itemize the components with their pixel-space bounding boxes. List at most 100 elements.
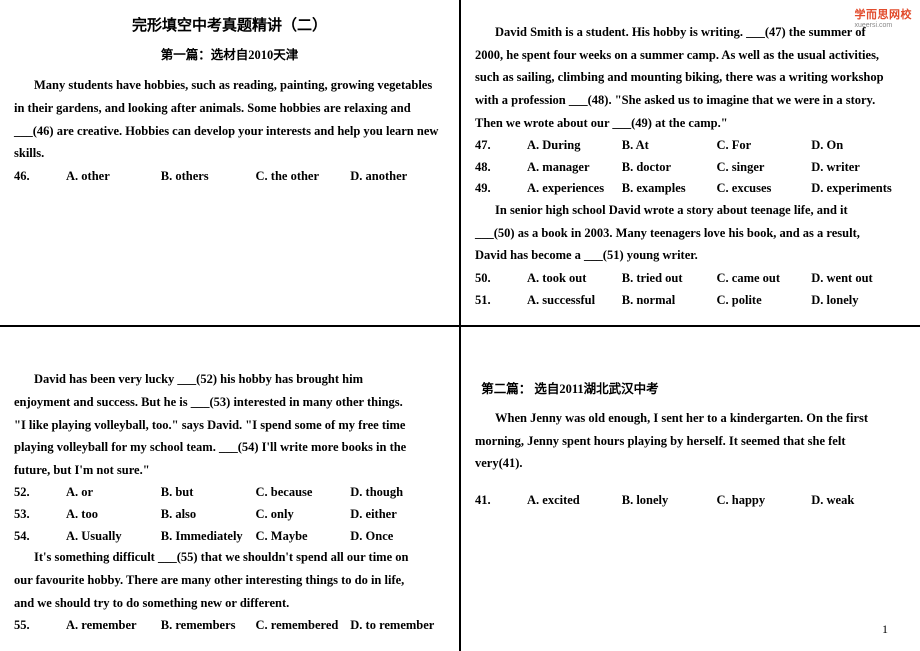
question-52: 52. A. or B. but C. because D. though [14,482,445,503]
q46-D: D. another [350,166,445,187]
q52-D: D. though [350,482,445,503]
q55-A: A. remember [66,615,161,636]
quadrant-top-right: David Smith is a student. His hobby is w… [460,0,920,326]
br-p1b: morning, Jenny spent hours playing by he… [475,431,906,452]
quadrant-bottom-left: David has been very lucky ___(52) his ho… [0,326,460,651]
bl-p1d: playing volleyball for my school team. _… [14,437,445,458]
q46-label: 46. [14,166,66,187]
question-48: 48. A. manager B. doctor C. singer D. wr… [475,157,906,178]
tr-p1a: David Smith is a student. His hobby is w… [475,22,906,43]
main-title: 完形填空中考真题精讲（二） [14,14,445,39]
q47-D: D. On [811,135,906,156]
q53-label: 53. [14,504,66,525]
q53-D: D. either [350,504,445,525]
q46-C: C. the other [256,166,351,187]
question-53: 53. A. too B. also C. only D. either [14,504,445,525]
q49-C: C. excuses [717,178,812,199]
tr-p1b: 2000, he spent four weeks on a summer ca… [475,45,906,66]
q49-A: A. experiences [527,178,622,199]
tr-p2a: In senior high school David wrote a stor… [475,200,906,221]
tr-p2b: ___(50) as a book in 2003. Many teenager… [475,223,906,244]
q46-B: B. others [161,166,256,187]
q48-D: D. writer [811,157,906,178]
passage1-line4: skills. [14,143,445,164]
bl-p2b: our favourite hobby. There are many othe… [14,570,445,591]
q47-B: B. At [622,135,717,156]
br-p1c: very(41). [475,453,906,474]
q54-label: 54. [14,526,66,547]
q48-label: 48. [475,157,527,178]
q48-C: C. singer [717,157,812,178]
q47-A: A. During [527,135,622,156]
q52-C: C. because [256,482,351,503]
q55-D: D. to remember [350,615,445,636]
q50-D: D. went out [811,268,906,289]
q50-label: 50. [475,268,527,289]
q41-D: D. weak [811,490,906,511]
question-41: 41. A. excited B. lonely C. happy D. wea… [475,490,906,511]
q50-A: A. took out [527,268,622,289]
page-number: 1 [882,622,888,637]
q51-A: A. successful [527,290,622,311]
q50-C: C. came out [717,268,812,289]
tr-p1c: such as sailing, climbing and mounting b… [475,67,906,88]
passage1-line2: in their gardens, and looking after anim… [14,98,445,119]
q48-A: A. manager [527,157,622,178]
q54-D: D. Once [350,526,445,547]
question-47: 47. A. During B. At C. For D. On [475,135,906,156]
question-54: 54. A. Usually B. Immediately C. Maybe D… [14,526,445,547]
logo-sub: xueersi.com [855,22,913,29]
q47-C: C. For [717,135,812,156]
q51-label: 51. [475,290,527,311]
q49-D: D. experiments [811,178,906,199]
subtitle-passage1: 第一篇：选材自2010天津 [14,45,445,66]
bl-p1a: David has been very lucky ___(52) his ho… [14,369,445,390]
q47-label: 47. [475,135,527,156]
bl-p1e: future, but I'm not sure." [14,460,445,481]
q55-C: C. remembered [256,615,351,636]
q53-B: B. also [161,504,256,525]
q54-B: B. Immediately [161,526,256,547]
page-grid: 完形填空中考真题精讲（二） 第一篇：选材自2010天津 Many student… [0,0,920,651]
br-p1a: When Jenny was old enough, I sent her to… [475,408,906,429]
q51-B: B. normal [622,290,717,311]
tr-p1e: Then we wrote about our ___(49) at the c… [475,113,906,134]
tr-p2c: David has become a ___(51) young writer. [475,245,906,266]
q52-A: A. or [66,482,161,503]
q55-label: 55. [14,615,66,636]
q50-B: B. tried out [622,268,717,289]
question-49: 49. A. experiences B. examples C. excuse… [475,178,906,199]
question-46: 46. A. other B. others C. the other D. a… [14,166,445,187]
q54-C: C. Maybe [256,526,351,547]
q46-A: A. other [66,166,161,187]
bl-p1c: "I like playing volleyball, too." says D… [14,415,445,436]
q55-B: B. remembers [161,615,256,636]
question-50: 50. A. took out B. tried out C. came out… [475,268,906,289]
q54-A: A. Usually [66,526,161,547]
q52-B: B. but [161,482,256,503]
question-51: 51. A. successful B. normal C. polite D.… [475,290,906,311]
q41-label: 41. [475,490,527,511]
logo-main: 学而思网校 [855,9,913,21]
q52-label: 52. [14,482,66,503]
q51-D: D. lonely [811,290,906,311]
q48-B: B. doctor [622,157,717,178]
brand-logo: 学而思网校 xueersi.com [855,6,913,29]
bl-p2a: It's something difficult ___(55) that we… [14,547,445,568]
quadrant-top-left: 完形填空中考真题精讲（二） 第一篇：选材自2010天津 Many student… [0,0,460,326]
q41-A: A. excited [527,490,622,511]
q41-B: B. lonely [622,490,717,511]
passage1-line1: Many students have hobbies, such as read… [14,75,445,96]
passage1-line3: ___(46) are creative. Hobbies can develo… [14,121,445,142]
quadrant-bottom-right: 第二篇： 选自2011湖北武汉中考 When Jenny was old eno… [460,326,920,651]
question-55: 55. A. remember B. remembers C. remember… [14,615,445,636]
q53-C: C. only [256,504,351,525]
q49-B: B. examples [622,178,717,199]
subtitle-passage2: 第二篇： 选自2011湖北武汉中考 [475,379,906,400]
bl-p1b: enjoyment and success. But he is ___(53)… [14,392,445,413]
tr-p1d: with a profession ___(48). "She asked us… [475,90,906,111]
q53-A: A. too [66,504,161,525]
q51-C: C. polite [717,290,812,311]
q41-C: C. happy [717,490,812,511]
bl-p2c: and we should try to do something new or… [14,593,445,614]
